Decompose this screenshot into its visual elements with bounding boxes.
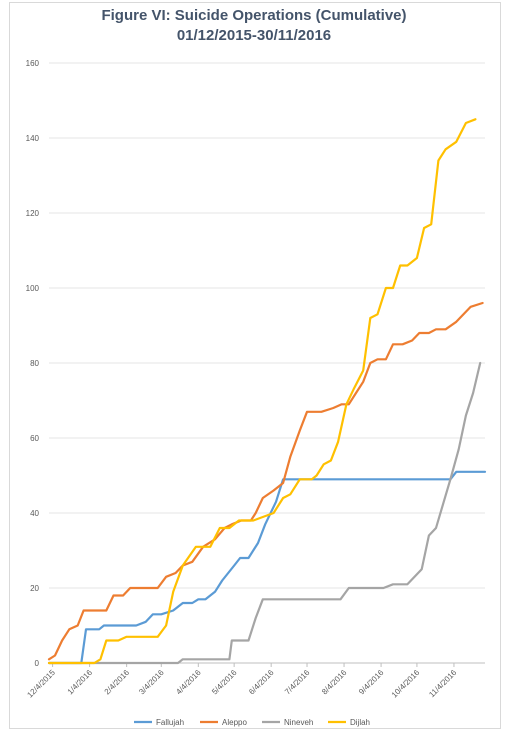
y-tick-label: 0: [35, 659, 40, 668]
legend-label: Dijlah: [350, 718, 370, 727]
y-tick-label: 160: [26, 59, 40, 68]
x-axis-ticks: 12/4/2015 1/4/2016 2/4/2016 3/4/2016 4/4/201…: [25, 663, 459, 700]
chart-title: Figure VI: Suicide Operations (Cumulativ…: [0, 6, 508, 46]
x-tick-label: 12/4/2015: [25, 668, 57, 700]
legend: Fallujah Aleppo Nineveh Dijlah: [134, 718, 370, 727]
legend-label: Fallujah: [156, 718, 184, 727]
x-tick-label: 1/4/2016: [66, 668, 95, 697]
chart-title-line1: Figure VI: Suicide Operations (Cumulativ…: [101, 7, 407, 24]
grid-lines: [49, 62, 485, 664]
y-tick-label: 20: [30, 584, 39, 593]
x-tick-label: 6/4/2016: [247, 668, 276, 697]
x-tick-label: 10/4/2016: [390, 668, 422, 700]
y-axis-ticks: 0 20 40 60 80 100 120 140 160: [26, 59, 40, 668]
x-tick-label: 8/4/2016: [320, 668, 349, 697]
x-tick-label: 2/4/2016: [103, 668, 132, 697]
chart-title-line2: 01/12/2015-30/11/2016: [176, 27, 332, 44]
series-lines: [47, 118, 487, 665]
series-line-fallujah: [47, 470, 487, 665]
x-tick-label: 11/4/2016: [427, 668, 458, 699]
x-tick-label: 3/4/2016: [137, 668, 166, 697]
series-line-aleppo: [47, 301, 484, 661]
x-tick-label: 7/4/2016: [283, 668, 312, 697]
x-tick-label: 9/4/2016: [357, 668, 386, 697]
y-tick-label: 100: [26, 284, 40, 293]
y-tick-label: 120: [26, 209, 40, 218]
y-tick-label: 40: [30, 509, 39, 518]
series-line-dijlah: [47, 118, 477, 665]
y-tick-label: 140: [26, 134, 40, 143]
chart-frame: [9, 2, 501, 729]
x-tick-label: 4/4/2016: [174, 668, 203, 697]
legend-label: Nineveh: [284, 718, 313, 727]
x-tick-label: 5/4/2016: [210, 668, 239, 697]
series-line-nineveh: [47, 361, 482, 665]
y-tick-label: 80: [30, 359, 39, 368]
legend-label: Aleppo: [222, 718, 247, 727]
y-tick-label: 60: [30, 434, 39, 443]
